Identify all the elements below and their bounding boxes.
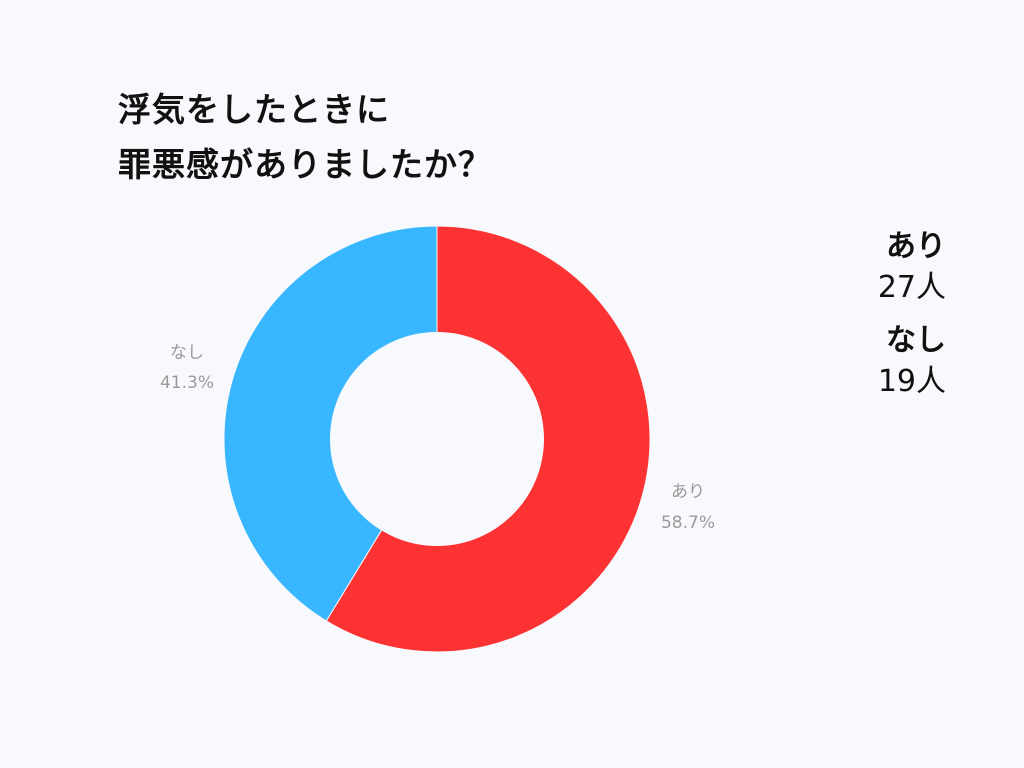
slice-label-nashi-percent: 41.3% bbox=[160, 373, 214, 393]
legend-count: 19人 bbox=[877, 364, 946, 399]
slice-label-nashi-name: なし bbox=[170, 343, 204, 363]
legend-label: あり bbox=[886, 229, 946, 264]
legend: あり 27人 なし 19人 bbox=[878, 226, 946, 414]
chart-title-line-2: 罪悪感がありましたか？ bbox=[118, 145, 492, 184]
legend-item-nashi: なし 19人 bbox=[878, 320, 946, 402]
chart-title: 浮気をしたときに 罪悪感がありましたか？ bbox=[118, 82, 492, 192]
legend-item-ari: あり 27人 bbox=[878, 226, 946, 308]
legend-count: 27人 bbox=[877, 270, 946, 305]
slice-label-ari-percent: 58.7% bbox=[661, 513, 715, 533]
donut-hole bbox=[330, 332, 544, 546]
chart-title-line-1: 浮気をしたときに bbox=[118, 90, 390, 129]
legend-label: なし bbox=[886, 323, 946, 358]
slice-label-ari-name: あり bbox=[671, 482, 705, 502]
